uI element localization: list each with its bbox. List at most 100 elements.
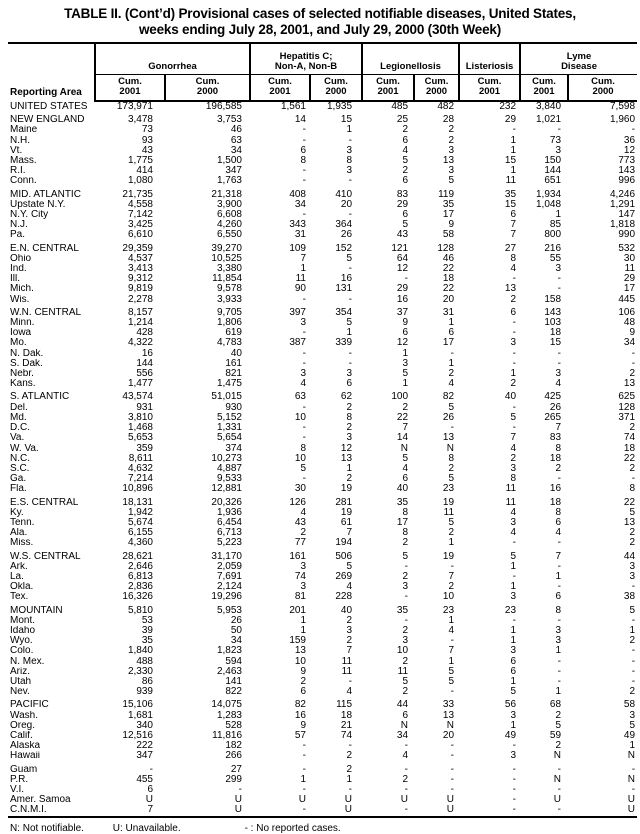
value-cell: 1 xyxy=(629,741,636,752)
value-cell: 7 xyxy=(555,423,562,434)
table-row: Wis. 2,278 3,933 - - 16 20 2 158 445 xyxy=(8,295,637,305)
value-cell: 5 xyxy=(448,474,455,485)
value-cell: 8 xyxy=(402,528,409,539)
value-cell: 930 xyxy=(225,402,242,413)
col-group-gonorrhea: Gonorrhea xyxy=(94,43,250,75)
value-cell: 4 xyxy=(448,379,455,390)
value-cell: 1,080 xyxy=(127,176,153,187)
value-cell: 354 xyxy=(335,307,353,318)
value-cell: 8 xyxy=(629,484,636,495)
value-cell: 201 xyxy=(289,605,306,616)
value-cell: 40 xyxy=(396,484,409,495)
value-cell: - xyxy=(302,176,306,187)
value-cell: - xyxy=(557,785,562,795)
value-cell: 11 xyxy=(505,176,517,187)
value-cell: 9,705 xyxy=(216,307,242,318)
value-cell: 55 xyxy=(549,253,562,264)
table-row: Minn. 1,214 1,806 3 5 9 1 - 103 48 xyxy=(8,318,637,328)
value-cell: 1,934 xyxy=(535,189,562,200)
table-row: Conn. 1,080 1,763 - - 6 5 11 651 996 xyxy=(8,176,637,186)
reporting-area-cell: S.C. xyxy=(10,463,30,474)
value-cell: - xyxy=(512,774,517,785)
value-cell: - xyxy=(404,561,409,572)
value-cell: 1,823 xyxy=(216,646,242,657)
reporting-area-cell: N.H. xyxy=(10,135,30,146)
value-cell: 2 xyxy=(629,538,636,549)
value-cell: - xyxy=(557,666,562,677)
col-group-lyme-disease: Lyme Disease xyxy=(519,43,638,75)
value-cell: 6 xyxy=(147,785,153,795)
value-cell: 3 xyxy=(510,751,517,762)
value-cell: 1,775 xyxy=(127,156,153,167)
value-cell: 1,477 xyxy=(127,379,153,390)
table-row: Ala. 6,155 6,713 2 7 8 2 4 4 2 xyxy=(8,528,637,538)
value-cell: 194 xyxy=(335,538,353,549)
value-cell: 36 xyxy=(623,135,636,146)
value-cell: 1,936 xyxy=(216,507,242,518)
value-cell: 26 xyxy=(230,615,242,626)
value-cell: 8 xyxy=(346,412,353,423)
value-cell: 8 xyxy=(300,156,306,167)
reporting-area-cell: Ky. xyxy=(10,507,24,518)
value-cell: 82 xyxy=(294,700,306,711)
reporting-area-cell: MID. ATLANTIC xyxy=(10,189,81,200)
value-cell: 374 xyxy=(225,443,242,454)
value-cell: 11 xyxy=(295,274,306,285)
table-row: Ill. 9,312 11,854 11 16 - 18 - - 29 xyxy=(8,274,637,284)
value-cell: 34 xyxy=(230,636,242,647)
value-cell: 2 xyxy=(555,463,562,474)
reporting-area-cell: Guam xyxy=(10,764,38,775)
value-cell: 5 xyxy=(346,561,353,572)
value-cell: 8 xyxy=(555,443,562,454)
value-cell: 4 xyxy=(346,687,353,698)
value-cell: 25 xyxy=(396,115,409,126)
value-cell: - xyxy=(302,785,306,795)
value-cell: - xyxy=(450,774,455,785)
table-row: Ky. 1,942 1,936 4 19 8 11 4 8 5 xyxy=(8,508,637,518)
value-cell: 161 xyxy=(225,358,242,369)
value-cell: 4 xyxy=(448,625,455,636)
value-cell: 3,840 xyxy=(535,101,562,112)
table-row: S. ATLANTIC 43,574 51,015 63 62 100 82 40 425 625 xyxy=(8,392,637,402)
value-cell: 7 xyxy=(346,528,353,539)
value-cell: 22 xyxy=(442,284,455,295)
value-cell: 3 xyxy=(555,264,562,275)
value-cell: 1,468 xyxy=(127,423,153,434)
value-cell: 3,478 xyxy=(127,115,153,126)
value-cell: 3 xyxy=(510,710,517,721)
value-cell: 93 xyxy=(141,135,153,146)
value-cell: 19 xyxy=(340,484,353,495)
value-cell: 4 xyxy=(346,582,353,593)
value-cell: 21,318 xyxy=(211,189,242,200)
value-cell: 90 xyxy=(294,284,306,295)
table-row: Kans. 1,477 1,475 4 6 1 4 2 4 13 xyxy=(8,379,637,389)
value-cell: 299 xyxy=(225,774,242,785)
value-cell: 6,713 xyxy=(216,528,242,539)
value-cell: 1 xyxy=(448,615,455,626)
value-cell: 1 xyxy=(510,369,517,380)
table-row: Pa. 6,610 6,550 31 26 43 58 7 800 990 xyxy=(8,230,637,240)
value-cell: 29,359 xyxy=(122,243,153,254)
value-cell: 35 xyxy=(141,636,153,647)
value-cell: 18 xyxy=(549,497,562,508)
value-cell: - xyxy=(450,687,455,698)
value-cell: 4 xyxy=(402,145,409,156)
value-cell: - xyxy=(557,284,562,295)
footnotes: N: Not notifiable. U: Unavailable. - : N… xyxy=(10,823,640,834)
value-cell: - xyxy=(348,358,353,369)
table-row: E.N. CENTRAL 29,359 39,270 109 152 121 128 27 21… xyxy=(8,244,637,254)
table-row: Tenn. 5,674 6,454 43 61 17 5 3 6 13 xyxy=(8,518,637,528)
reporting-area-cell: N.Y. City xyxy=(10,210,49,221)
value-cell: 11 xyxy=(505,484,517,495)
value-cell: 50 xyxy=(230,625,242,636)
value-cell: 9 xyxy=(300,666,306,677)
value-cell: 10,896 xyxy=(122,484,153,495)
table-row: MOUNTAIN 5,810 5,953 201 40 35 23 23 8 5 xyxy=(8,606,637,616)
reporting-area-cell: P.R. xyxy=(10,774,29,785)
reporting-area-cell: W.N. CENTRAL xyxy=(10,307,82,318)
value-cell: 150 xyxy=(544,156,562,167)
value-cell: 1 xyxy=(300,264,306,275)
value-cell: 482 xyxy=(437,101,455,112)
value-cell: 2 xyxy=(555,710,562,721)
value-cell: N xyxy=(553,751,562,762)
